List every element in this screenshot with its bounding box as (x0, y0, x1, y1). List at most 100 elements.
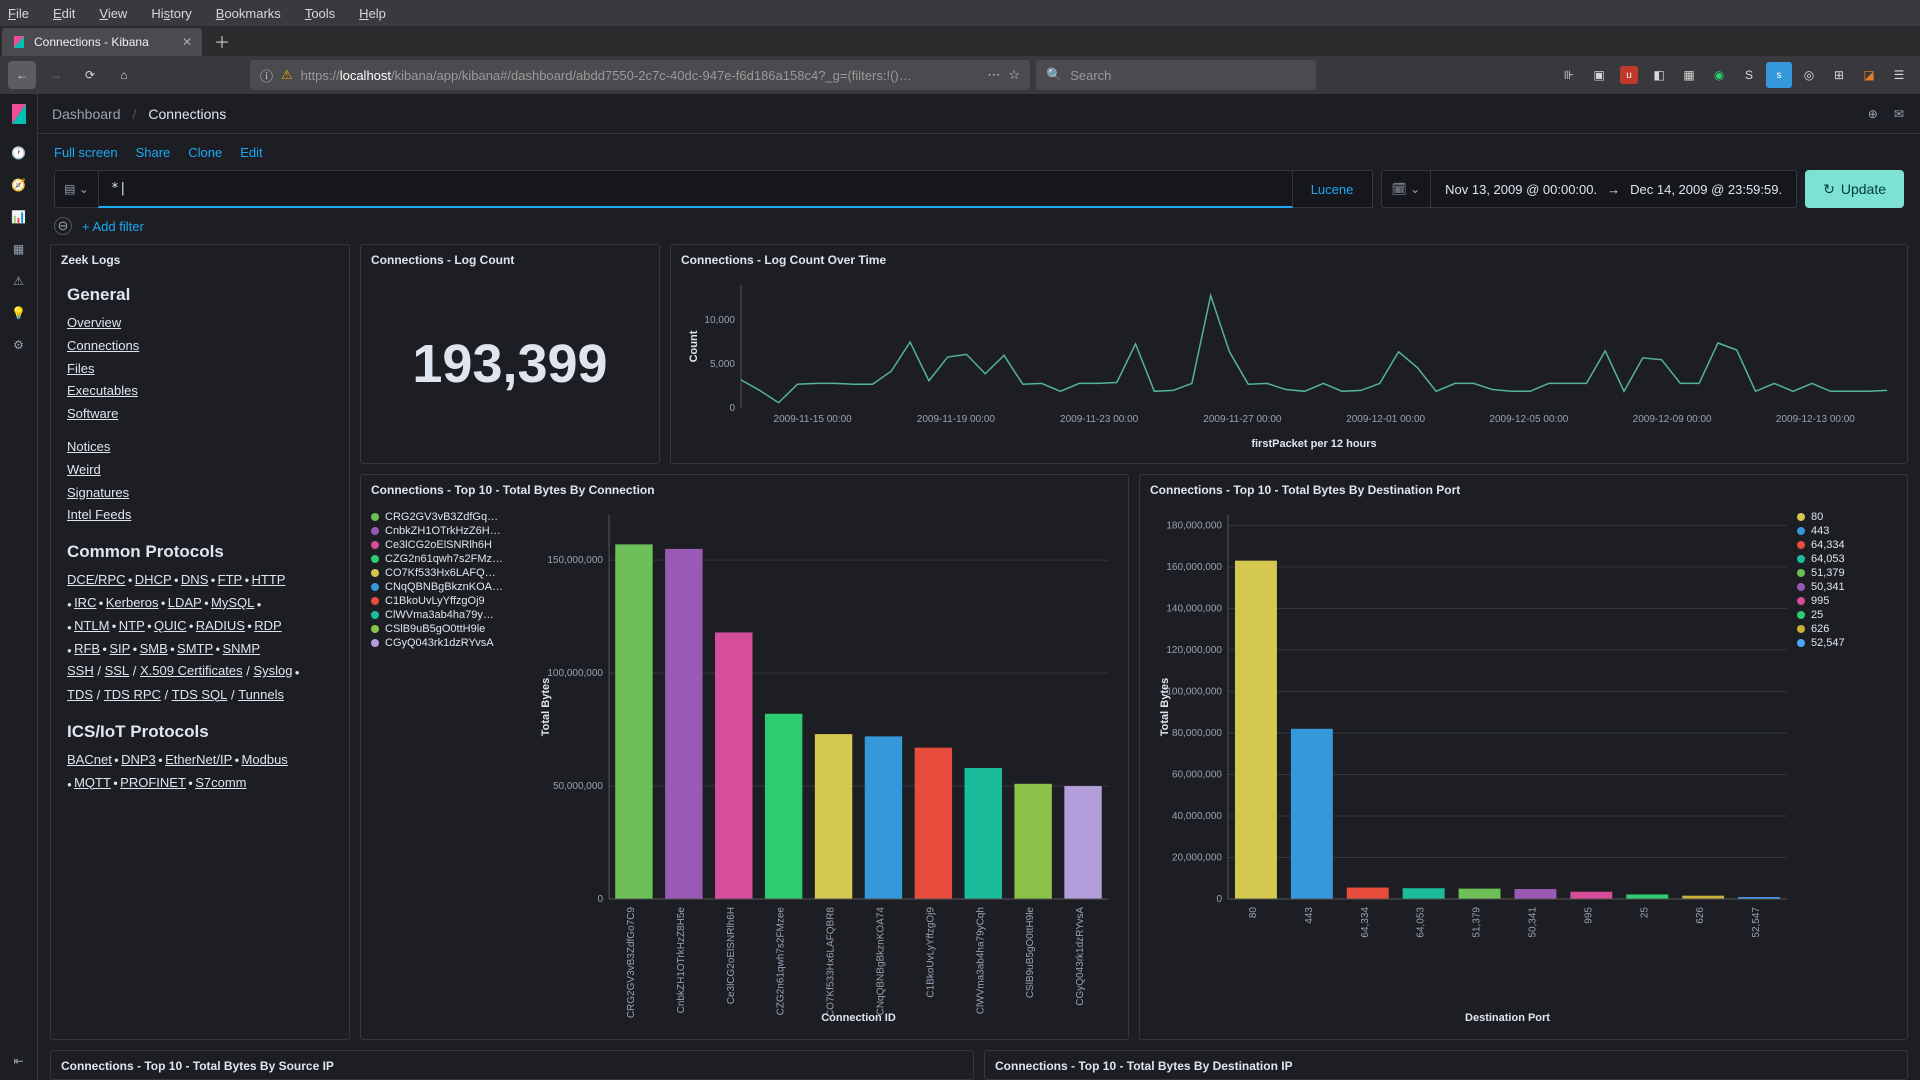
zeek-link-ntp[interactable]: NTP (119, 618, 145, 633)
legend-item[interactable]: 25 (1797, 609, 1897, 621)
clone-link[interactable]: Clone (188, 145, 222, 160)
zeek-link-dnp3[interactable]: DNP3 (121, 752, 156, 767)
mail-icon[interactable]: ✉ (1894, 107, 1904, 121)
legend-item[interactable]: 626 (1797, 623, 1897, 635)
ext2-icon[interactable]: ▦ (1676, 62, 1702, 88)
kibana-logo[interactable] (0, 94, 38, 134)
date-picker[interactable]: 🗓 ⌄ Nov 13, 2009 @ 00:00:00. → Dec 14, 2… (1381, 170, 1798, 208)
bar-chart-connection[interactable]: 050,000,000100,000,000150,000,000CRG2GV3… (531, 505, 1118, 1029)
menu-help[interactable]: Help (359, 6, 386, 21)
zeek-link-tunnels[interactable]: Tunnels (238, 687, 284, 702)
rail-collapse-icon[interactable]: ⇤ (10, 1052, 28, 1070)
url-bar[interactable]: ⓘ ⚠ https://localhost/kibana/app/kibana#… (250, 60, 1030, 90)
ext4-icon[interactable]: S (1736, 62, 1762, 88)
zeek-link-tds[interactable]: TDS (67, 687, 93, 702)
browser-tab[interactable]: Connections - Kibana ✕ (2, 28, 202, 56)
fullscreen-link[interactable]: Full screen (54, 145, 118, 160)
zeek-link-ntlm[interactable]: NTLM (74, 618, 109, 633)
legend-item[interactable]: CNqQBNBgBkznKOA… (371, 581, 531, 593)
ext6-icon[interactable]: ◎ (1796, 62, 1822, 88)
zeek-link-dce-rpc[interactable]: DCE/RPC (67, 572, 126, 587)
zeek-link-dns[interactable]: DNS (181, 572, 208, 587)
query-input[interactable]: *| (98, 170, 1293, 208)
zeek-link-irc[interactable]: IRC (74, 595, 96, 610)
legend-item[interactable]: 80 (1797, 511, 1897, 523)
legend-item[interactable]: CO7Kf533Hx6LAFQ… (371, 567, 531, 579)
zeek-link-executables[interactable]: Executables (67, 383, 138, 398)
zeek-link-quic[interactable]: QUIC (154, 618, 187, 633)
ext1-icon[interactable]: ◧ (1646, 62, 1672, 88)
add-filter-link[interactable]: + Add filter (82, 219, 144, 234)
zeek-link-ftp[interactable]: FTP (218, 572, 243, 587)
reload-button[interactable]: ⟳ (76, 61, 104, 89)
zeek-link-rfb[interactable]: RFB (74, 641, 100, 656)
menu-view[interactable]: View (99, 6, 127, 21)
forward-button[interactable]: → (42, 61, 70, 89)
zeek-link-mqtt[interactable]: MQTT (74, 775, 111, 790)
zeek-link-ssh[interactable]: SSH (67, 663, 94, 678)
zeek-link-mysql[interactable]: MySQL (211, 595, 254, 610)
legend-item[interactable]: Ce3lCG2oElSNRlh6H (371, 539, 531, 551)
rail-dev-icon[interactable]: 💡 (10, 304, 28, 322)
legend-item[interactable]: 64,334 (1797, 539, 1897, 551)
sidebar-icon[interactable]: ▣ (1586, 62, 1612, 88)
ublock-icon[interactable]: u (1616, 62, 1642, 88)
zeek-link-signatures[interactable]: Signatures (67, 485, 129, 500)
share-link[interactable]: Share (136, 145, 171, 160)
zeek-link-notices[interactable]: Notices (67, 439, 110, 454)
zeek-link-radius[interactable]: RADIUS (196, 618, 245, 633)
legend-item[interactable]: 995 (1797, 595, 1897, 607)
zeek-link-tds-sql[interactable]: TDS SQL (172, 687, 228, 702)
calendar-icon[interactable]: 🗓 ⌄ (1382, 171, 1432, 207)
menu-bookmarks[interactable]: Bookmarks (216, 6, 281, 21)
legend-item[interactable]: 443 (1797, 525, 1897, 537)
zeek-link-intel-feeds[interactable]: Intel Feeds (67, 507, 131, 522)
ext5-icon[interactable]: s (1766, 62, 1792, 88)
crumb-dashboard[interactable]: Dashboard (52, 106, 121, 122)
rail-dashboard-icon[interactable]: ▦ (10, 240, 28, 258)
legend-item[interactable]: CGyQ043rk1dzRYvsA (371, 637, 531, 649)
menu-file[interactable]: File (8, 6, 29, 21)
hamburger-icon[interactable]: ☰ (1886, 62, 1912, 88)
query-language-button[interactable]: Lucene (1293, 170, 1373, 208)
close-icon[interactable]: ✕ (182, 35, 192, 49)
zeek-link-profinet[interactable]: PROFINET (120, 775, 186, 790)
zeek-link-kerberos[interactable]: Kerberos (106, 595, 159, 610)
legend-item[interactable]: ClWVma3ab4ha79y… (371, 609, 531, 621)
rail-mgmt-icon[interactable]: ⚙ (10, 336, 28, 354)
filter-toggle-icon[interactable]: ⊖ (54, 217, 72, 235)
library-icon[interactable]: ⊪ (1556, 62, 1582, 88)
zeek-link-sip[interactable]: SIP (109, 641, 130, 656)
zeek-link-dhcp[interactable]: DHCP (135, 572, 172, 587)
legend-item[interactable]: 50,341 (1797, 581, 1897, 593)
zeek-link-x-509-certificates[interactable]: X.509 Certificates (140, 663, 243, 678)
zeek-link-ethernet-ip[interactable]: EtherNet/IP (165, 752, 232, 767)
home-button[interactable]: ⌂ (110, 61, 138, 89)
legend-item[interactable]: CSlB9uB5gO0ttH9le (371, 623, 531, 635)
zeek-link-http[interactable]: HTTP (252, 572, 286, 587)
legend-item[interactable]: CRG2GV3vB3ZdfGq… (371, 511, 531, 523)
menu-history[interactable]: History (151, 6, 191, 21)
rail-alert-icon[interactable]: ⚠ (10, 272, 28, 290)
edit-link[interactable]: Edit (240, 145, 262, 160)
bookmark-icon[interactable]: ☆ (1008, 67, 1020, 83)
menu-tools[interactable]: Tools (305, 6, 335, 21)
zeek-link-snmp[interactable]: SNMP (222, 641, 260, 656)
back-button[interactable]: ← (8, 61, 36, 89)
legend-item[interactable]: CnbkZH1OTrkHzZ6H… (371, 525, 531, 537)
browser-search[interactable]: 🔍 Search (1036, 60, 1316, 90)
zeek-link-connections[interactable]: Connections (67, 338, 139, 353)
zeek-link-s7comm[interactable]: S7comm (195, 775, 246, 790)
zeek-link-rdp[interactable]: RDP (254, 618, 281, 633)
zeek-link-smb[interactable]: SMB (140, 641, 168, 656)
ext8-icon[interactable]: ◪ (1856, 62, 1882, 88)
zeek-link-bacnet[interactable]: BACnet (67, 752, 112, 767)
zeek-link-modbus[interactable]: Modbus (242, 752, 288, 767)
zeek-link-weird[interactable]: Weird (67, 462, 101, 477)
rail-discover-icon[interactable]: 🧭 (10, 176, 28, 194)
query-options-button[interactable]: ▤ ⌄ (54, 170, 98, 208)
update-button[interactable]: ↻Update (1805, 170, 1904, 208)
newsfeed-icon[interactable]: ⊕ (1868, 107, 1878, 121)
zeek-link-ssl[interactable]: SSL (105, 663, 130, 678)
zeek-link-software[interactable]: Software (67, 406, 118, 421)
